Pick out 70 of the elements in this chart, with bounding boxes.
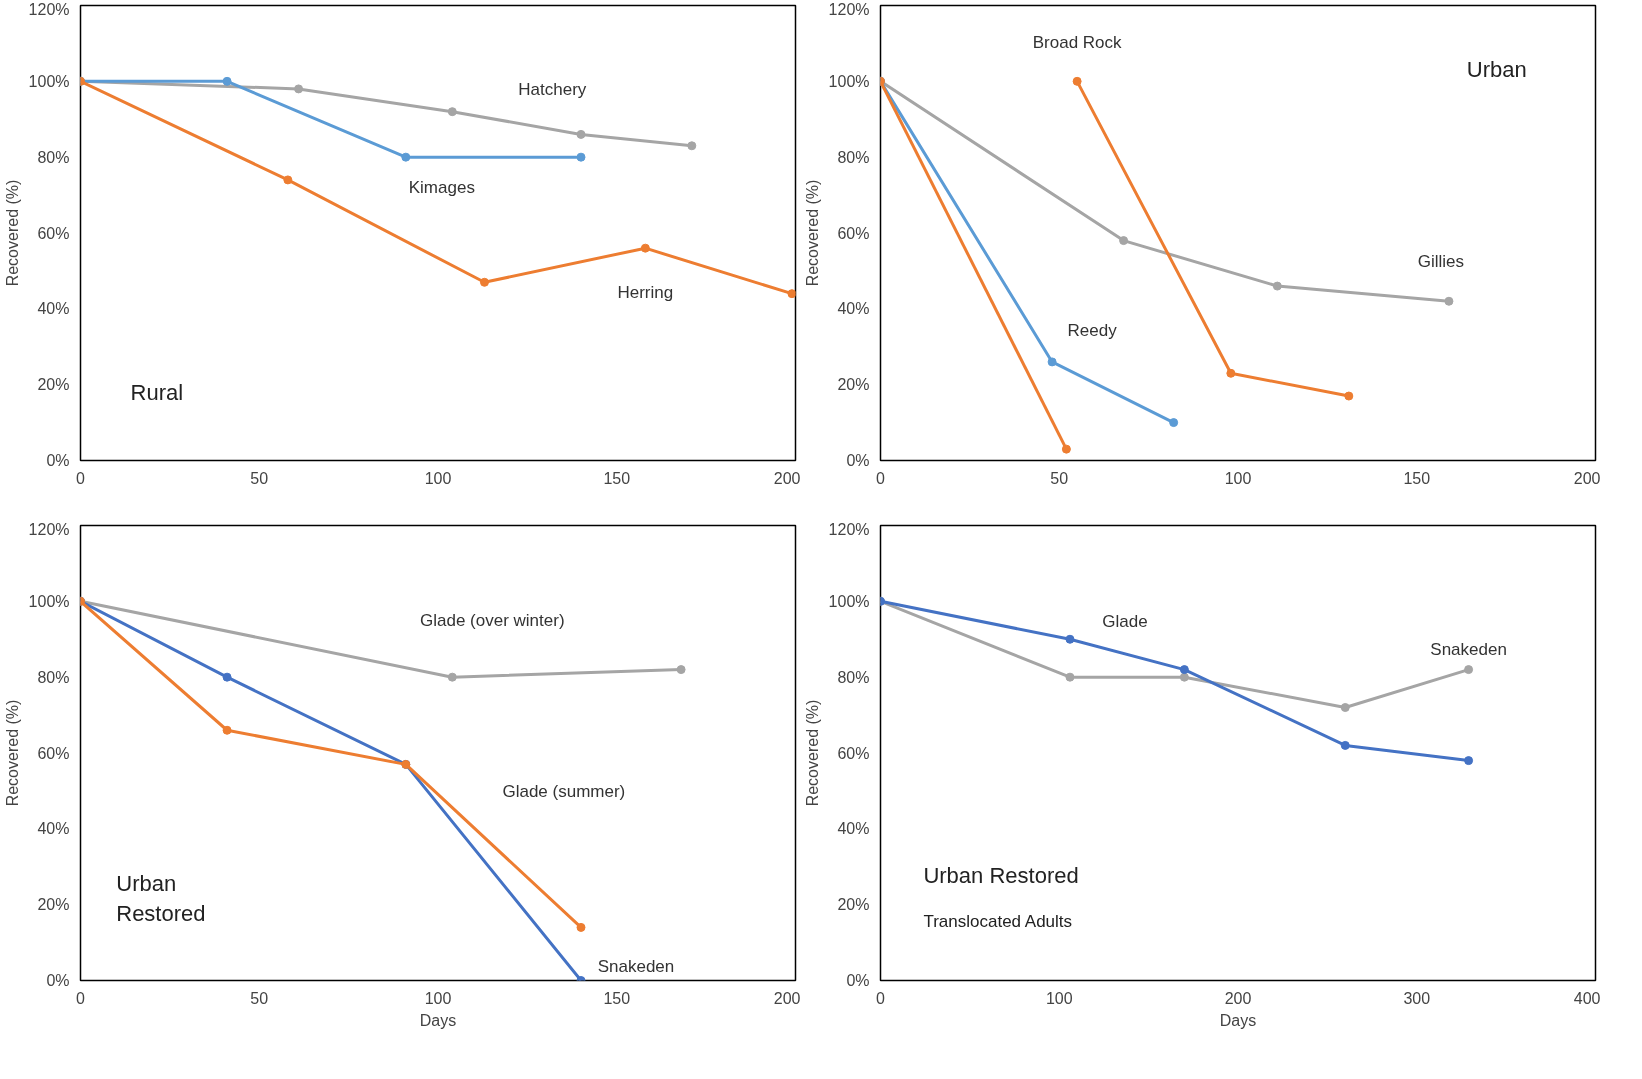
- y-axis-title: Recovered (%): [803, 179, 821, 287]
- y-axis-title: Recovered (%): [803, 699, 821, 807]
- y-tick-label: 60%: [837, 744, 870, 762]
- y-tick-label: 40%: [837, 820, 870, 838]
- y-tick-label: 80%: [837, 148, 870, 166]
- y-axis-title: Recovered (%): [3, 179, 21, 287]
- y-tick-label: 120%: [828, 520, 870, 538]
- y-tick-label: 100%: [828, 72, 870, 90]
- y-tick-label: 0%: [846, 972, 870, 989]
- y-tick-label: 40%: [37, 820, 70, 838]
- x-tick-label: 100: [424, 989, 452, 1007]
- y-tick-label: 20%: [837, 896, 870, 914]
- x-tick-label: 100: [1224, 469, 1252, 487]
- y-tick-label: 40%: [37, 300, 70, 318]
- y-tick-label: 120%: [28, 0, 70, 18]
- x-tick-label: 200: [773, 989, 801, 1007]
- y-tick-label: 0%: [846, 452, 870, 469]
- y-tick-label: 20%: [37, 376, 70, 394]
- y-tick-label: 60%: [837, 224, 870, 242]
- x-tick-label: 0: [876, 989, 886, 1007]
- annotation: Urban Restored: [116, 871, 206, 927]
- x-tick-label: 200: [773, 469, 801, 487]
- x-tick-label: 0: [76, 469, 86, 487]
- x-tick-label: 0: [76, 989, 86, 1007]
- series-label: Hatchery: [518, 80, 587, 100]
- y-tick-label: 100%: [28, 592, 70, 610]
- series-label: Kimages: [408, 177, 475, 197]
- y-tick-label: 100%: [828, 592, 870, 610]
- text: Broad Rock: [1032, 32, 1123, 52]
- series-label: Snakeden: [597, 957, 675, 976]
- y-tick-label: 20%: [837, 376, 870, 394]
- x-tick-label: 50: [250, 989, 269, 1007]
- y-tick-label: 80%: [837, 668, 870, 686]
- x-tick-label: 150: [603, 469, 631, 487]
- x-tick-label: 200: [1224, 989, 1252, 1007]
- y-tick-label: 40%: [837, 300, 870, 318]
- y-tick-label: 120%: [828, 0, 870, 18]
- annotation: Urban Restored: [923, 863, 1079, 889]
- x-tick-label: 300: [1403, 989, 1431, 1007]
- x-tick-label: 50: [1050, 469, 1069, 487]
- x-tick-label: 150: [1403, 469, 1431, 487]
- y-tick-label: 20%: [37, 896, 70, 914]
- annotation: Urban: [1466, 56, 1527, 82]
- x-tick-label: 0: [876, 469, 886, 487]
- series-label: Snakeden: [1430, 640, 1507, 660]
- y-tick-label: 0%: [46, 972, 70, 989]
- y-tick-label: 0%: [46, 452, 70, 469]
- series-label: Glade: [1102, 611, 1148, 631]
- x-axis-title: Days: [419, 1011, 457, 1029]
- x-axis-title: Days: [1219, 1011, 1257, 1029]
- text: Glade (summer): [502, 781, 626, 801]
- y-tick-label: 80%: [37, 148, 70, 166]
- x-tick-label: 150: [603, 989, 631, 1007]
- y-tick-label: 120%: [28, 520, 70, 538]
- y-tick-label: 60%: [37, 744, 70, 762]
- y-tick-label: 60%: [37, 224, 70, 242]
- y-axis-title: Recovered (%): [3, 699, 21, 807]
- y-tick-label: 100%: [28, 72, 70, 90]
- series-label: Herring: [617, 282, 674, 302]
- x-tick-label: 50: [250, 469, 269, 487]
- x-tick-label: 400: [1573, 989, 1601, 1007]
- x-tick-label: 200: [1573, 469, 1601, 487]
- y-tick-label: 80%: [37, 668, 70, 686]
- annotation: Translocated Adults: [923, 911, 1073, 931]
- series-label: Reedy: [1067, 321, 1118, 341]
- x-tick-label: 100: [424, 469, 452, 487]
- text: Glade (over winter): [420, 610, 565, 630]
- x-tick-label: 100: [1045, 989, 1073, 1007]
- annotation: Rural: [130, 379, 184, 405]
- series-label: Gillies: [1417, 251, 1465, 271]
